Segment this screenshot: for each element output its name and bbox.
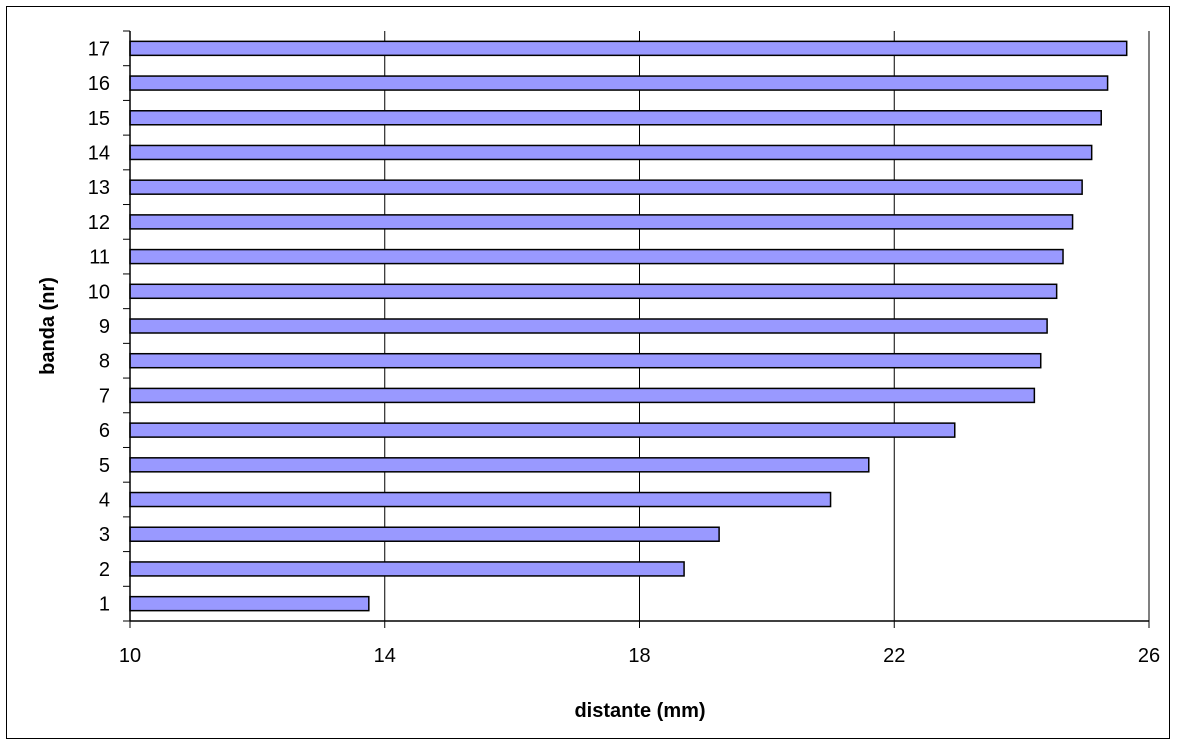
x-tick-label-22: 22: [883, 645, 905, 667]
y-tick-label-17: 17: [88, 38, 110, 60]
x-axis-title: distante (mm): [574, 700, 705, 722]
y-tick-label-4: 4: [99, 490, 110, 512]
bar-6: [129, 422, 956, 438]
y-tick-label-2: 2: [99, 559, 110, 581]
y-tick-label-5: 5: [99, 455, 110, 477]
y-tick-label-10: 10: [88, 281, 110, 303]
x-tick-label-14: 14: [374, 645, 396, 667]
bar-5: [129, 457, 870, 473]
x-tick-label-18: 18: [628, 645, 650, 667]
x-tick-label-26: 26: [1138, 645, 1160, 667]
bar-1: [129, 595, 370, 612]
axes: [123, 30, 1150, 628]
bar-13: [129, 179, 1083, 195]
bar-10: [129, 283, 1058, 300]
y-tick-label-11: 11: [89, 247, 110, 269]
bar-4: [129, 491, 832, 508]
bar-17: [129, 40, 1128, 57]
y-tick-label-1: 1: [99, 594, 110, 616]
y-tick-label-6: 6: [99, 420, 110, 442]
y-tick-label-14: 14: [88, 142, 110, 164]
y-tick-label-16: 16: [88, 73, 110, 95]
y-tick-label-8: 8: [99, 351, 110, 373]
y-tick-label-13: 13: [88, 177, 110, 199]
bar-16: [129, 75, 1109, 91]
y-axis-title: banda (nr): [37, 277, 59, 375]
bar-14: [129, 144, 1093, 161]
y-tick-label-15: 15: [88, 108, 110, 130]
bar-7: [129, 387, 1036, 404]
y-tick-label-7: 7: [99, 385, 110, 407]
bar-15: [129, 110, 1102, 126]
chart-frame: [6, 6, 1170, 739]
bar-3: [129, 526, 720, 542]
y-tick-label-3: 3: [99, 524, 110, 546]
y-tick-label-9: 9: [99, 316, 110, 338]
bar-12: [129, 214, 1074, 230]
y-tick-label-12: 12: [88, 212, 110, 234]
bar-8: [129, 352, 1042, 369]
bar-11: [129, 248, 1064, 265]
bar-9: [129, 318, 1048, 334]
bar-2: [129, 561, 685, 577]
x-tick-label-10: 10: [119, 645, 141, 667]
bars: [129, 40, 1128, 612]
